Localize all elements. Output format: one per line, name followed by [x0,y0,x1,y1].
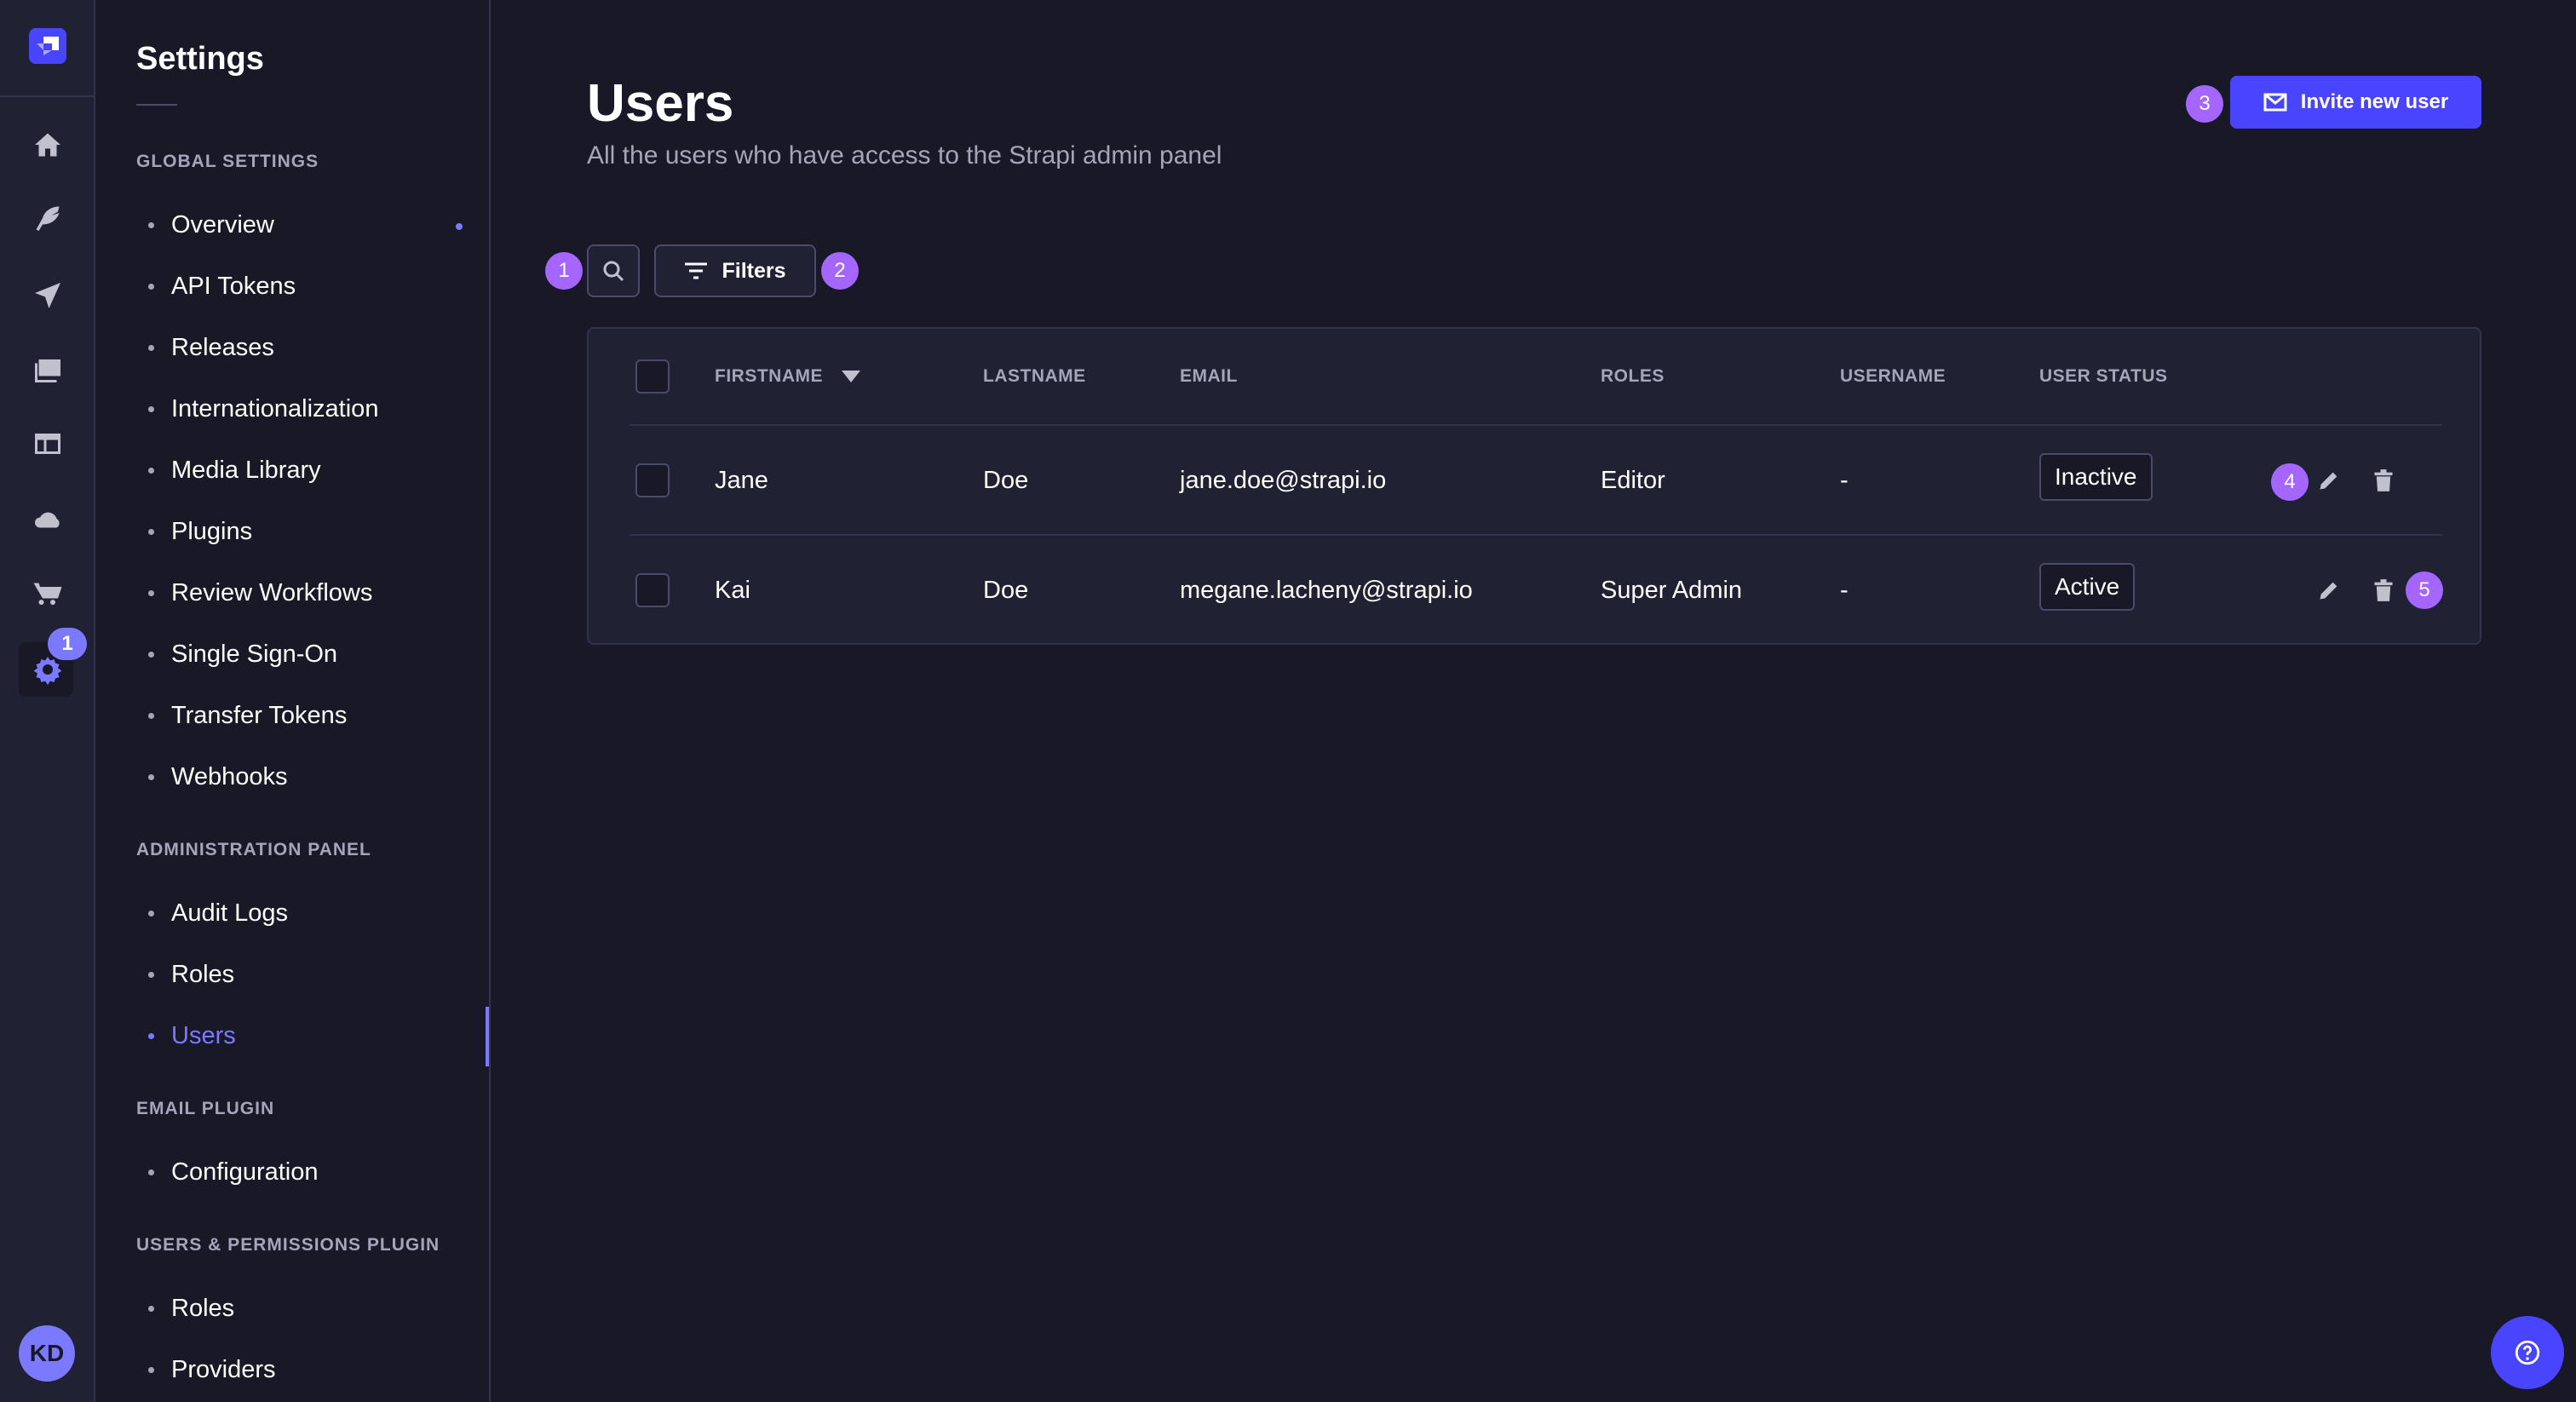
title-underline [136,104,177,106]
section-users-permissions-plugin: USERS & PERMISSIONS PLUGIN [136,1235,440,1255]
cell-roles: Editor [1601,467,1665,494]
avatar[interactable]: KD [19,1325,75,1382]
section-email-plugin: EMAIL PLUGIN [136,1099,275,1118]
row-divider [630,534,2442,536]
cell-firstname: Jane [715,467,768,494]
filters-button[interactable]: Filters [654,244,816,297]
annotation-5: 5 [2406,572,2443,609]
select-all-checkbox[interactable] [635,359,670,394]
invite-new-user-button[interactable]: Invite new user [2230,76,2481,129]
section-global-settings: GLOBAL SETTINGS [136,152,319,171]
column-header-user-status: USER STATUS [2039,366,2168,386]
help-button[interactable] [2491,1316,2564,1389]
annotation-3: 3 [2186,85,2223,123]
column-header-firstname[interactable]: FIRSTNAME [715,366,860,387]
sidebar-item-api-tokens[interactable]: API Tokens [148,273,296,301]
page-title: Users [587,74,734,133]
filter-icon [685,262,708,279]
annotation-2: 2 [821,252,859,290]
search-icon [603,261,624,282]
cell-username: - [1840,577,1849,604]
row-checkbox[interactable] [635,573,670,607]
notification-badge: 1 [48,628,87,660]
cell-lastname: Doe [983,467,1029,494]
delete-trash-icon[interactable] [2372,468,2395,492]
sidebar-item-providers[interactable]: Providers [148,1356,276,1384]
images-icon[interactable] [24,346,72,394]
new-indicator-dot [456,223,463,230]
column-header-roles: ROLES [1601,366,1665,386]
sidebar-item-up-roles[interactable]: Roles [148,1295,234,1323]
sidebar-title: Settings [136,41,264,77]
sidebar-item-users[interactable]: Users [148,1022,236,1050]
cart-icon[interactable] [24,571,72,618]
feather-icon[interactable] [24,194,72,242]
edit-pencil-icon[interactable] [2317,578,2341,602]
layout-icon[interactable] [24,420,72,468]
sidebar-item-transfer-tokens[interactable]: Transfer Tokens [148,702,347,730]
gear-icon[interactable] [24,646,72,693]
sidebar-item-webhooks[interactable]: Webhooks [148,763,288,791]
sidebar-item-media-library[interactable]: Media Library [148,457,321,485]
status-badge: Active [2039,563,2136,611]
sidebar-item-releases[interactable]: Releases [148,334,274,362]
sidebar-item-overview[interactable]: Overview [148,211,274,239]
users-table: FIRSTNAME LASTNAME EMAIL ROLES USERNAME … [587,327,2481,645]
row-checkbox[interactable] [635,463,670,497]
column-header-email[interactable]: EMAIL [1180,366,1238,386]
column-header-lastname[interactable]: LASTNAME [983,366,1086,386]
sidebar-item-audit-logs[interactable]: Audit Logs [148,899,288,928]
rail-divider [0,95,95,97]
row-divider [630,424,2442,426]
page-subtitle: All the users who have access to the Str… [587,141,1222,170]
delete-trash-icon[interactable] [2372,578,2395,602]
search-button[interactable] [587,244,640,297]
strapi-logo[interactable] [29,28,66,64]
settings-sidebar: Settings GLOBAL SETTINGS Overview API To… [95,0,491,1402]
cell-firstname: Kai [715,577,750,604]
sidebar-item-configuration[interactable]: Configuration [148,1158,319,1187]
home-icon[interactable] [24,121,72,169]
table-row[interactable]: Jane Doe jane.doe@strapi.io Editor - Ina… [589,426,2480,535]
sort-caret-down-icon [842,371,860,382]
sidebar-item-review-workflows[interactable]: Review Workflows [148,579,372,607]
table-row[interactable]: Kai Doe megane.lacheny@strapi.io Super A… [589,536,2480,645]
question-icon [2515,1340,2540,1365]
cell-email: jane.doe@strapi.io [1180,467,1387,494]
active-indicator [486,1007,489,1066]
sidebar-item-plugins[interactable]: Plugins [148,518,252,546]
paper-plane-icon[interactable] [24,272,72,319]
main-nav-rail: 1 KD [0,0,95,1402]
cell-roles: Super Admin [1601,577,1743,604]
column-header-username[interactable]: USERNAME [1840,366,1946,386]
annotation-4: 4 [2271,463,2309,501]
cell-email: megane.lacheny@strapi.io [1180,577,1473,604]
sidebar-item-single-sign-on[interactable]: Single Sign-On [148,641,337,669]
cell-lastname: Doe [983,577,1029,604]
sidebar-item-roles[interactable]: Roles [148,961,234,989]
sidebar-item-internationalization[interactable]: Internationalization [148,395,378,423]
annotation-1: 1 [545,252,583,290]
cell-username: - [1840,467,1849,494]
status-badge: Inactive [2039,453,2153,501]
cloud-icon[interactable] [24,495,72,543]
edit-pencil-icon[interactable] [2317,468,2341,492]
envelope-icon [2263,93,2287,112]
section-administration-panel: ADMINISTRATION PANEL [136,840,371,859]
